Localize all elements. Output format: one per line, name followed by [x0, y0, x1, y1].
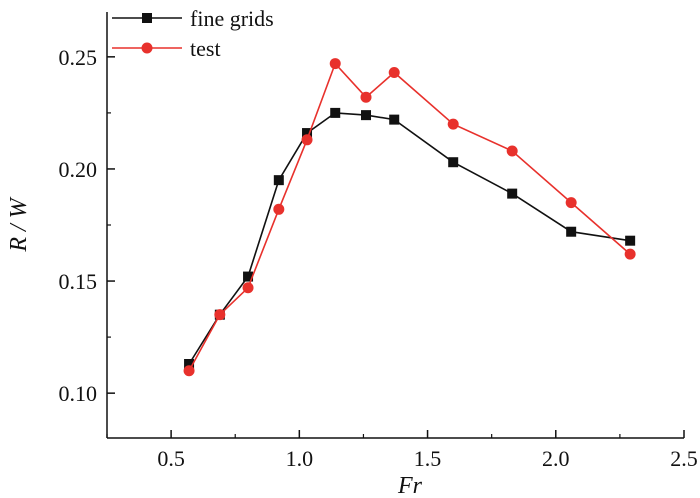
data-point-test: [273, 203, 285, 215]
series-line-test: [188, 62, 631, 372]
data-point-test: [565, 197, 577, 209]
x-tick-label: 1.5: [414, 446, 442, 471]
legend-label: test: [190, 36, 221, 61]
data-point-test: [214, 309, 226, 321]
data-point-fine-grids: [184, 359, 195, 370]
x-tick-label: 0.5: [157, 446, 185, 471]
series-test: [183, 58, 636, 377]
series-line-fine-grids: [188, 112, 631, 365]
legend: fine grids test: [112, 6, 274, 61]
y-tick-label: 0.20: [59, 157, 98, 182]
series-fine-grids: [184, 107, 636, 370]
x-axis-label: Fr: [397, 473, 423, 498]
data-point-fine-grids: [243, 271, 254, 282]
data-point-fine-grids: [302, 128, 313, 139]
data-point-fine-grids: [448, 157, 459, 168]
data-point-fine-grids: [566, 226, 577, 237]
data-point-test: [242, 282, 254, 294]
series-layer: [183, 58, 636, 377]
data-point-fine-grids: [507, 188, 518, 199]
legend-label: fine grids: [190, 6, 274, 31]
data-point-test: [301, 134, 313, 146]
y-axis-label: R / W: [6, 196, 32, 252]
data-point-test: [388, 67, 400, 79]
data-point-fine-grids: [361, 110, 372, 121]
data-point-test: [506, 145, 518, 157]
axes: 0.5 1.0 1.5 2.0 2.5 0.10 0.15 0.20 0.25: [59, 12, 698, 471]
data-point-fine-grids: [625, 235, 636, 246]
legend-marker: [142, 13, 152, 23]
y-tick-label: 0.25: [59, 45, 98, 70]
y-tick-label: 0.10: [59, 381, 98, 406]
data-point-test: [360, 91, 372, 103]
x-tick-label: 2.5: [670, 446, 698, 471]
data-point-fine-grids: [330, 107, 341, 118]
legend-item-test: test: [112, 36, 221, 61]
data-point-fine-grids: [389, 114, 400, 125]
data-point-test: [329, 58, 341, 70]
data-point-fine-grids: [273, 175, 284, 186]
x-tick-label: 1.0: [286, 446, 314, 471]
legend-item-fine-grids: fine grids: [112, 6, 274, 31]
x-tick-label: 2.0: [542, 446, 570, 471]
data-point-test: [183, 365, 195, 377]
data-point-test: [624, 248, 636, 260]
legend-marker: [141, 42, 153, 54]
y-tick-label: 0.15: [59, 269, 98, 294]
data-point-test: [447, 118, 459, 130]
